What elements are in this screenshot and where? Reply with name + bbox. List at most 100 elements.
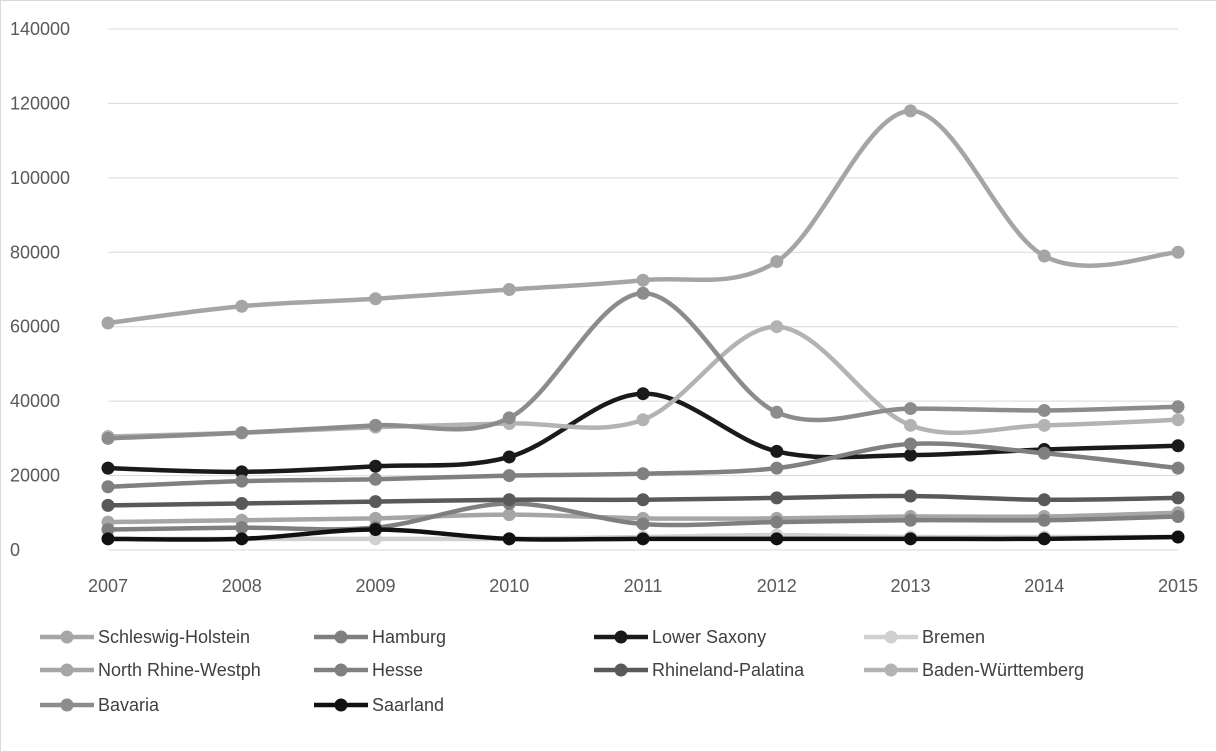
- series-bavaria: [101, 286, 1185, 445]
- data-point-baden-w-rttemberg-2015: [1171, 413, 1185, 427]
- data-point-rhineland-palatina-2013: [904, 489, 917, 503]
- legend-item-rhineland-palatina: Rhineland-Palatina: [594, 660, 805, 680]
- data-point-bavaria-2012: [770, 405, 784, 419]
- legend-label: Bavaria: [98, 695, 160, 715]
- y-tick-label: 20000: [10, 466, 60, 486]
- x-tick-label: 2011: [624, 576, 663, 596]
- data-point-rhineland-palatina-2012: [770, 491, 784, 505]
- data-point-north-rhine-westph-2015: [1171, 245, 1185, 259]
- legend-item-north-rhine-westph: North Rhine-Westph: [40, 660, 261, 680]
- legend-swatch-marker: [334, 663, 348, 677]
- series-baden-w-rttemberg: [101, 320, 1185, 443]
- series-lower-saxony: [101, 387, 1185, 479]
- data-point-saarland-2014: [1037, 532, 1051, 546]
- data-point-north-rhine-westph-2011: [636, 273, 650, 287]
- data-point-hesse-2013: [904, 437, 917, 451]
- data-point-schleswig-holstein-2009: [369, 511, 382, 525]
- data-point-north-rhine-westph-2010: [502, 283, 516, 296]
- data-point-saarland-2007: [101, 532, 115, 546]
- data-point-baden-w-rttemberg-2011: [636, 413, 650, 427]
- data-point-bavaria-2011: [636, 286, 650, 300]
- x-tick-label: 2014: [1024, 576, 1064, 596]
- legend-item-bavaria: Bavaria: [40, 695, 160, 715]
- data-point-saarland-2008: [235, 532, 249, 546]
- data-point-bavaria-2008: [235, 426, 249, 440]
- data-point-hesse-2014: [1037, 446, 1051, 460]
- legend-item-bremen: Bremen: [864, 627, 985, 647]
- data-point-north-rhine-westph-2009: [369, 292, 382, 306]
- data-point-hamburg-2013: [904, 513, 917, 527]
- data-point-hamburg-2007: [101, 523, 115, 537]
- legend-item-hesse: Hesse: [314, 660, 423, 680]
- data-point-hamburg-2008: [235, 521, 249, 535]
- data-point-north-rhine-westph-2014: [1037, 249, 1051, 263]
- data-point-hamburg-2012: [770, 515, 784, 529]
- legend-swatch-marker: [614, 663, 628, 677]
- data-point-bavaria-2013: [904, 402, 917, 416]
- data-point-saarland-2015: [1171, 530, 1185, 544]
- data-point-rhineland-palatina-2009: [369, 495, 382, 509]
- y-tick-label: 100000: [10, 168, 70, 188]
- y-tick-label: 60000: [10, 317, 60, 337]
- legend-label: Hesse: [372, 660, 423, 680]
- data-point-hamburg-2011: [636, 517, 650, 531]
- legend-item-schleswig-holstein: Schleswig-Holstein: [40, 627, 250, 647]
- y-tick-label: 0: [10, 540, 20, 560]
- data-point-saarland-2011: [636, 532, 650, 546]
- data-point-hesse-2012: [770, 461, 784, 475]
- series-hesse: [101, 437, 1185, 494]
- series-lines: [101, 104, 1185, 546]
- data-point-lower-saxony-2013: [904, 448, 917, 462]
- data-point-hesse-2009: [369, 472, 382, 486]
- legend-label: Baden-Württemberg: [922, 660, 1084, 680]
- legend-label: North Rhine-Westph: [98, 660, 261, 680]
- data-point-lower-saxony-2012: [770, 444, 784, 458]
- data-point-bavaria-2014: [1037, 403, 1051, 417]
- data-point-hesse-2010: [502, 469, 516, 483]
- data-point-hesse-2011: [636, 467, 650, 481]
- series-saarland: [101, 523, 1185, 546]
- data-point-bavaria-2010: [502, 411, 516, 425]
- data-point-rhineland-palatina-2014: [1037, 493, 1051, 507]
- data-point-north-rhine-westph-2007: [101, 316, 115, 330]
- data-point-baden-w-rttemberg-2014: [1037, 418, 1051, 432]
- legend-item-baden-w-rttemberg: Baden-Württemberg: [864, 660, 1084, 680]
- data-point-hamburg-2015: [1171, 510, 1185, 524]
- data-point-hesse-2008: [235, 474, 249, 488]
- legend-swatch-marker: [60, 698, 74, 712]
- data-point-bavaria-2015: [1171, 400, 1185, 414]
- series-north-rhine-westph: [101, 104, 1185, 330]
- data-point-baden-w-rttemberg-2012: [770, 320, 784, 334]
- legend-swatch-marker: [60, 630, 74, 644]
- legend-swatch-marker: [334, 630, 348, 644]
- data-point-schleswig-holstein-2010: [502, 508, 516, 522]
- legend-label: Saarland: [372, 695, 444, 715]
- x-tick-label: 2013: [890, 576, 930, 596]
- data-point-lower-saxony-2009: [369, 459, 382, 473]
- legend-item-lower-saxony: Lower Saxony: [594, 627, 766, 647]
- x-tick-label: 2007: [88, 576, 128, 596]
- data-point-rhineland-palatina-2008: [235, 496, 249, 510]
- legend-label: Schleswig-Holstein: [98, 627, 250, 647]
- data-point-lower-saxony-2015: [1171, 439, 1185, 453]
- legend-swatch-marker: [334, 698, 348, 712]
- x-tick-label: 2012: [757, 576, 797, 596]
- legend-label: Hamburg: [372, 627, 446, 647]
- data-point-rhineland-palatina-2010: [502, 493, 516, 507]
- x-tick-label: 2010: [489, 576, 529, 596]
- series-line-hesse: [105, 441, 1181, 489]
- data-point-saarland-2012: [770, 532, 784, 546]
- y-tick-label: 140000: [10, 19, 70, 39]
- legend-swatch-marker: [884, 630, 898, 644]
- data-point-saarland-2009: [369, 523, 382, 537]
- x-tick-label: 2009: [355, 576, 395, 596]
- data-point-hamburg-2014: [1037, 513, 1051, 527]
- data-point-hesse-2015: [1171, 461, 1185, 475]
- data-point-bremen-2009: [369, 532, 382, 546]
- data-point-bavaria-2007: [101, 431, 115, 445]
- x-axis: 2007 2008 2009 2010 2011 2012 2013 2014 2015: [88, 576, 1198, 596]
- series-line-north-rhine-westph: [105, 108, 1181, 326]
- data-point-hesse-2007: [101, 480, 115, 494]
